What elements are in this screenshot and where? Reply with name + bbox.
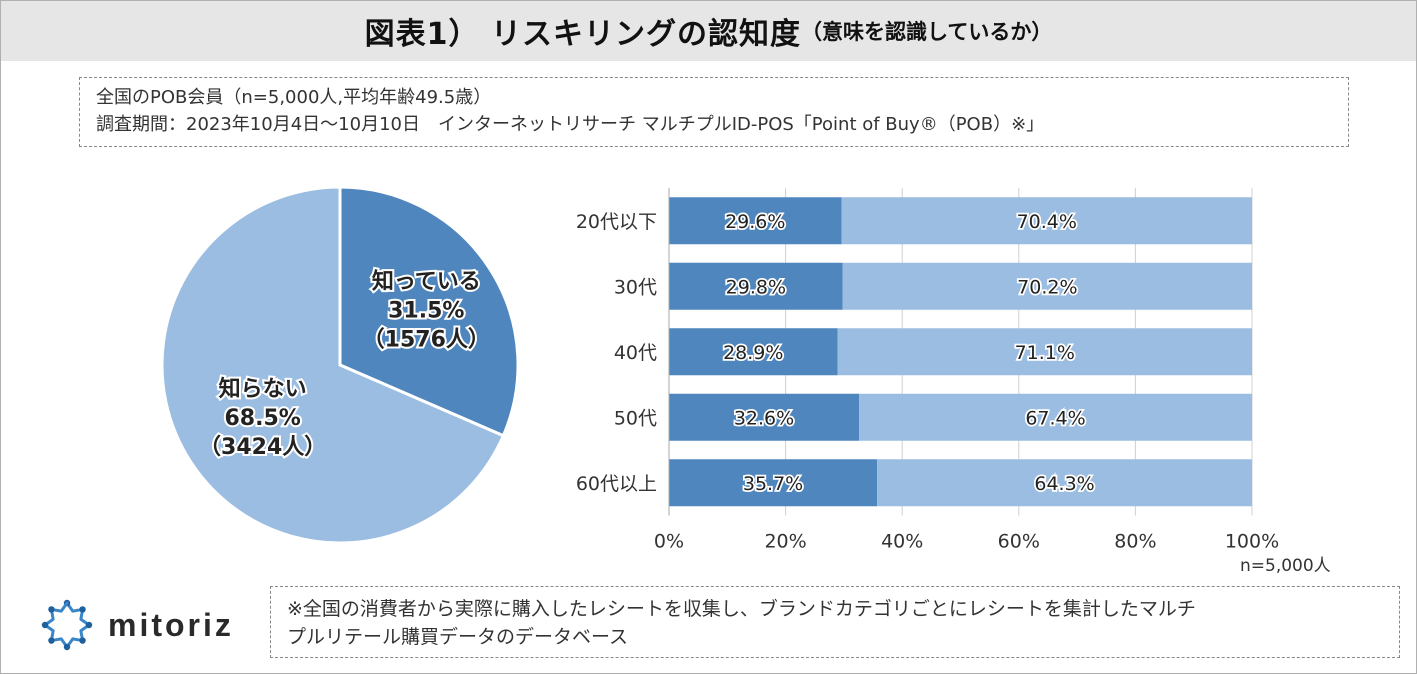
pie-label: （1576人） bbox=[363, 327, 490, 352]
pie-slice-aware bbox=[338, 185, 520, 438]
bar-segment-aware bbox=[669, 459, 878, 507]
bar-segment-unaware bbox=[842, 262, 1252, 310]
bar-data-label: 35.7% bbox=[743, 473, 803, 495]
footnote-line-1: ※全国の消費者から実際に購入したレシートを収集し、ブランドカテゴリごとにレシート… bbox=[287, 598, 1196, 620]
x-tick-label: 40% bbox=[881, 531, 923, 551]
bar-data-label: 71.1% bbox=[1015, 342, 1075, 364]
x-tick-label: 80% bbox=[1114, 531, 1156, 551]
bar-data-label: 29.6% bbox=[725, 211, 785, 233]
category-label: 30代 bbox=[614, 276, 657, 298]
bar-data-label: 64.3% bbox=[1034, 473, 1094, 495]
bar-segment-unaware bbox=[837, 328, 1252, 376]
bar-segment-unaware bbox=[859, 393, 1252, 441]
bar-segment-unaware bbox=[877, 459, 1252, 507]
bar-segment-aware bbox=[669, 262, 843, 310]
bar-data-label: 70.4% bbox=[1017, 211, 1077, 233]
survey-period-line: 調査期間：2023年10月4日～10月10日 インターネットリサーチ マルチプル… bbox=[96, 114, 1045, 135]
bar-segment-aware bbox=[669, 197, 842, 245]
category-label: 50代 bbox=[614, 407, 657, 429]
bar-segment-unaware bbox=[841, 197, 1252, 245]
title-bar: 図表1） リスキリングの認知度 （意味を認識しているか） bbox=[1, 1, 1416, 61]
bar-data-label: 70.2% bbox=[1017, 276, 1077, 298]
sample-size-note: n=5,000人 bbox=[1240, 556, 1331, 576]
x-tick-label: 20% bbox=[764, 531, 806, 551]
survey-sample-line: 全国のPOB会員（n=5,000人,平均年齢49.5歳） bbox=[96, 87, 492, 108]
category-label: 60代以上 bbox=[576, 473, 657, 495]
bar-segment-aware bbox=[669, 393, 860, 441]
bar-data-label: 67.4% bbox=[1025, 407, 1085, 429]
category-label: 20代以下 bbox=[576, 211, 657, 233]
sparkle-ring-icon bbox=[41, 599, 93, 651]
figure-title: 図表1） リスキリングの認知度 bbox=[364, 17, 801, 52]
x-tick-label: 0% bbox=[654, 531, 684, 551]
x-tick-label: 100% bbox=[1225, 531, 1279, 551]
figure-subtitle: （意味を認識しているか） bbox=[800, 20, 1053, 44]
bar-data-label: 32.6% bbox=[734, 407, 794, 429]
pie-chart: 知っている 31.5% （1576人） 知らない 68.5% （3424人） bbox=[160, 185, 520, 545]
logo-text: mitoriz bbox=[108, 606, 234, 643]
footnote-line-2: プルリテール購買データのデータベース bbox=[287, 626, 629, 648]
brand-logo: mitoriz bbox=[36, 594, 234, 656]
bar-data-label: 28.9% bbox=[723, 342, 783, 364]
pie-label: 知っている bbox=[372, 268, 481, 294]
pie-slice-unaware bbox=[160, 185, 506, 545]
category-label: 40代 bbox=[614, 342, 657, 364]
pie-label: 68.5% bbox=[224, 406, 300, 431]
bar-segment-aware bbox=[669, 328, 838, 376]
pie-label: 知らない bbox=[219, 376, 307, 402]
survey-info-box: 全国のPOB会員（n=5,000人,平均年齢49.5歳） 調査期間：2023年1… bbox=[79, 77, 1349, 147]
stacked-bar-chart: 0% 20% 40% 60% 80% 100% 20代以下 29.6% 70.4% 30代 29.8… bbox=[576, 188, 1279, 551]
footnote-box: ※全国の消費者から実際に購入したレシートを収集し、ブランドカテゴリごとにレシート… bbox=[270, 586, 1400, 658]
pie-label: （3424人） bbox=[199, 435, 326, 460]
pie-label: 31.5% bbox=[388, 298, 464, 323]
bar-data-label: 29.8% bbox=[726, 276, 786, 298]
x-tick-label: 60% bbox=[998, 531, 1040, 551]
